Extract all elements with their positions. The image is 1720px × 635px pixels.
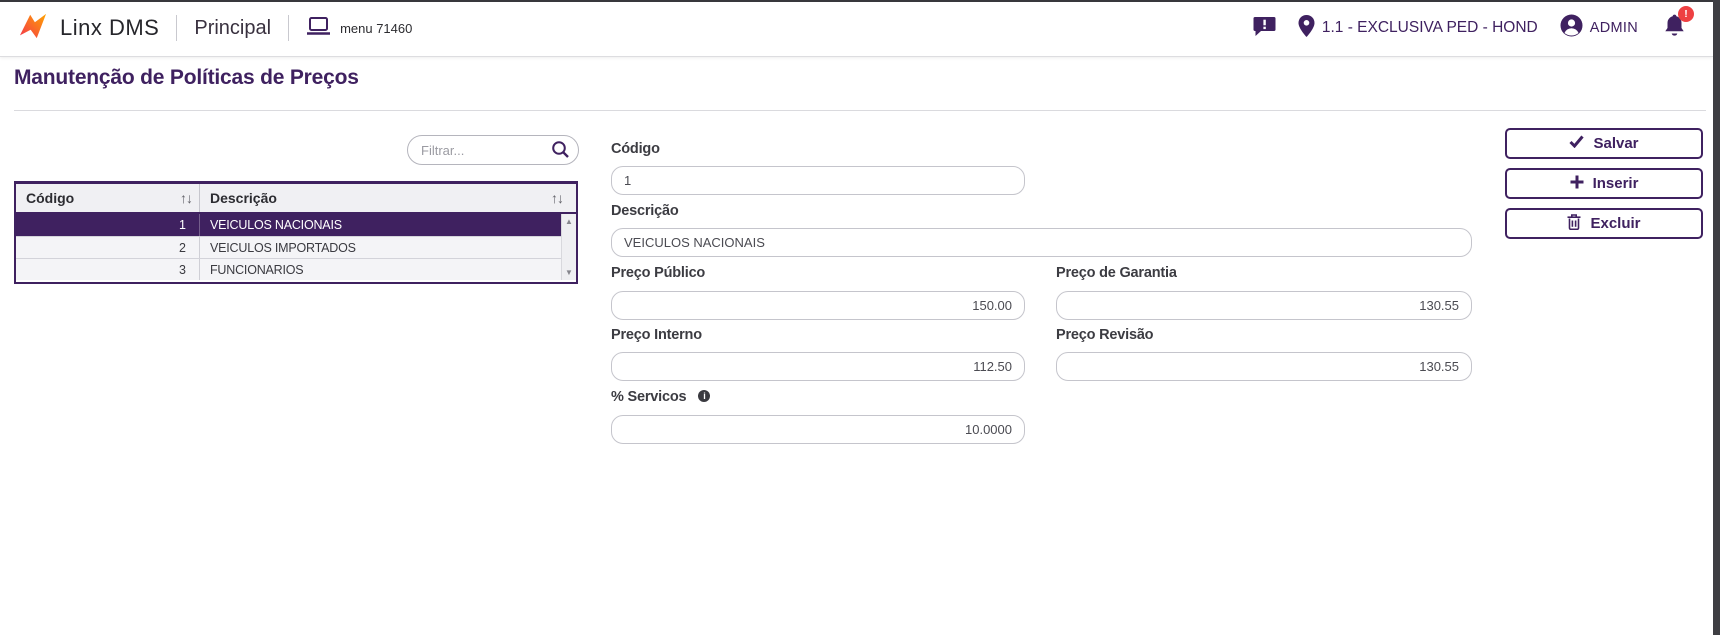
scroll-up-icon[interactable]: ▲ bbox=[565, 217, 573, 226]
page-scrollbar[interactable] bbox=[1713, 0, 1720, 635]
search-icon[interactable] bbox=[551, 140, 570, 164]
page-title: Manutenção de Políticas de Preços bbox=[14, 66, 359, 89]
notification-badge: ! bbox=[1678, 6, 1694, 22]
descricao-label: Descrição bbox=[611, 203, 679, 219]
preco-publico-field[interactable] bbox=[611, 291, 1025, 320]
app-header: Linx DMS Principal menu 71460 bbox=[0, 0, 1713, 57]
table-body: 1 VEICULOS NACIONAIS 2 VEICULOS IMPORTAD… bbox=[16, 214, 576, 280]
sort-icon[interactable]: ↑↓ bbox=[180, 190, 193, 206]
table-row[interactable]: 2 VEICULOS IMPORTADOS bbox=[16, 236, 561, 258]
preco-revisao-field[interactable] bbox=[1056, 352, 1472, 381]
trash-icon bbox=[1567, 213, 1581, 234]
user-avatar-icon[interactable] bbox=[1560, 14, 1583, 42]
brand-title: Linx DMS bbox=[60, 15, 160, 40]
save-button[interactable]: Salvar bbox=[1505, 128, 1703, 159]
preco-garantia-field[interactable] bbox=[1056, 291, 1472, 320]
table-row[interactable]: 1 VEICULOS NACIONAIS bbox=[16, 214, 561, 236]
menu-number-label: menu 71460 bbox=[340, 20, 413, 36]
perc-servicos-field[interactable] bbox=[611, 415, 1025, 444]
notifications-bell-icon[interactable]: ! bbox=[1664, 6, 1694, 42]
policies-table: Código ↑↓ Descrição ↑↓ 1 VEICULOS NACION… bbox=[14, 181, 578, 284]
filter-field bbox=[407, 135, 579, 165]
delete-button[interactable]: Excluir bbox=[1505, 208, 1703, 239]
filter-input[interactable] bbox=[407, 135, 579, 165]
preco-interno-label: Preço Interno bbox=[611, 327, 702, 343]
column-header-descricao[interactable]: Descrição ↑↓ bbox=[210, 190, 564, 206]
preco-publico-label: Preço Público bbox=[611, 265, 706, 281]
perc-servicos-label: % Servicos i bbox=[611, 389, 711, 405]
linx-logo-icon bbox=[18, 12, 48, 45]
table-header-row: Código ↑↓ Descrição ↑↓ bbox=[16, 184, 576, 214]
insert-button[interactable]: Inserir bbox=[1505, 168, 1703, 199]
codigo-field[interactable] bbox=[611, 166, 1025, 195]
branch-selector[interactable]: 1.1 - EXCLUSIVA PED - HOND bbox=[1321, 19, 1538, 36]
plus-icon bbox=[1570, 175, 1584, 193]
header-divider bbox=[288, 15, 290, 41]
terminal-icon bbox=[306, 15, 331, 42]
preco-garantia-label: Preço de Garantia bbox=[1056, 265, 1177, 281]
scroll-down-icon[interactable]: ▼ bbox=[565, 268, 573, 277]
title-divider bbox=[14, 110, 1706, 111]
table-scrollbar[interactable]: ▲ ▼ bbox=[561, 214, 576, 280]
info-icon[interactable]: i bbox=[698, 390, 711, 402]
check-icon bbox=[1569, 135, 1585, 152]
sort-icon[interactable]: ↑↓ bbox=[551, 190, 564, 206]
window-top-edge bbox=[0, 0, 1720, 2]
header-divider bbox=[176, 15, 178, 41]
descricao-field[interactable] bbox=[611, 228, 1472, 257]
feedback-icon[interactable] bbox=[1253, 15, 1276, 42]
location-pin-icon[interactable] bbox=[1298, 14, 1315, 42]
user-name-label[interactable]: ADMIN bbox=[1589, 20, 1638, 36]
codigo-label: Código bbox=[611, 141, 660, 157]
preco-interno-field[interactable] bbox=[611, 352, 1025, 381]
column-header-codigo[interactable]: Código ↑↓ bbox=[16, 184, 200, 212]
preco-revisao-label: Preço Revisão bbox=[1056, 327, 1154, 343]
table-row[interactable]: 3 FUNCIONARIOS bbox=[16, 258, 561, 280]
section-title: Principal bbox=[194, 16, 272, 39]
